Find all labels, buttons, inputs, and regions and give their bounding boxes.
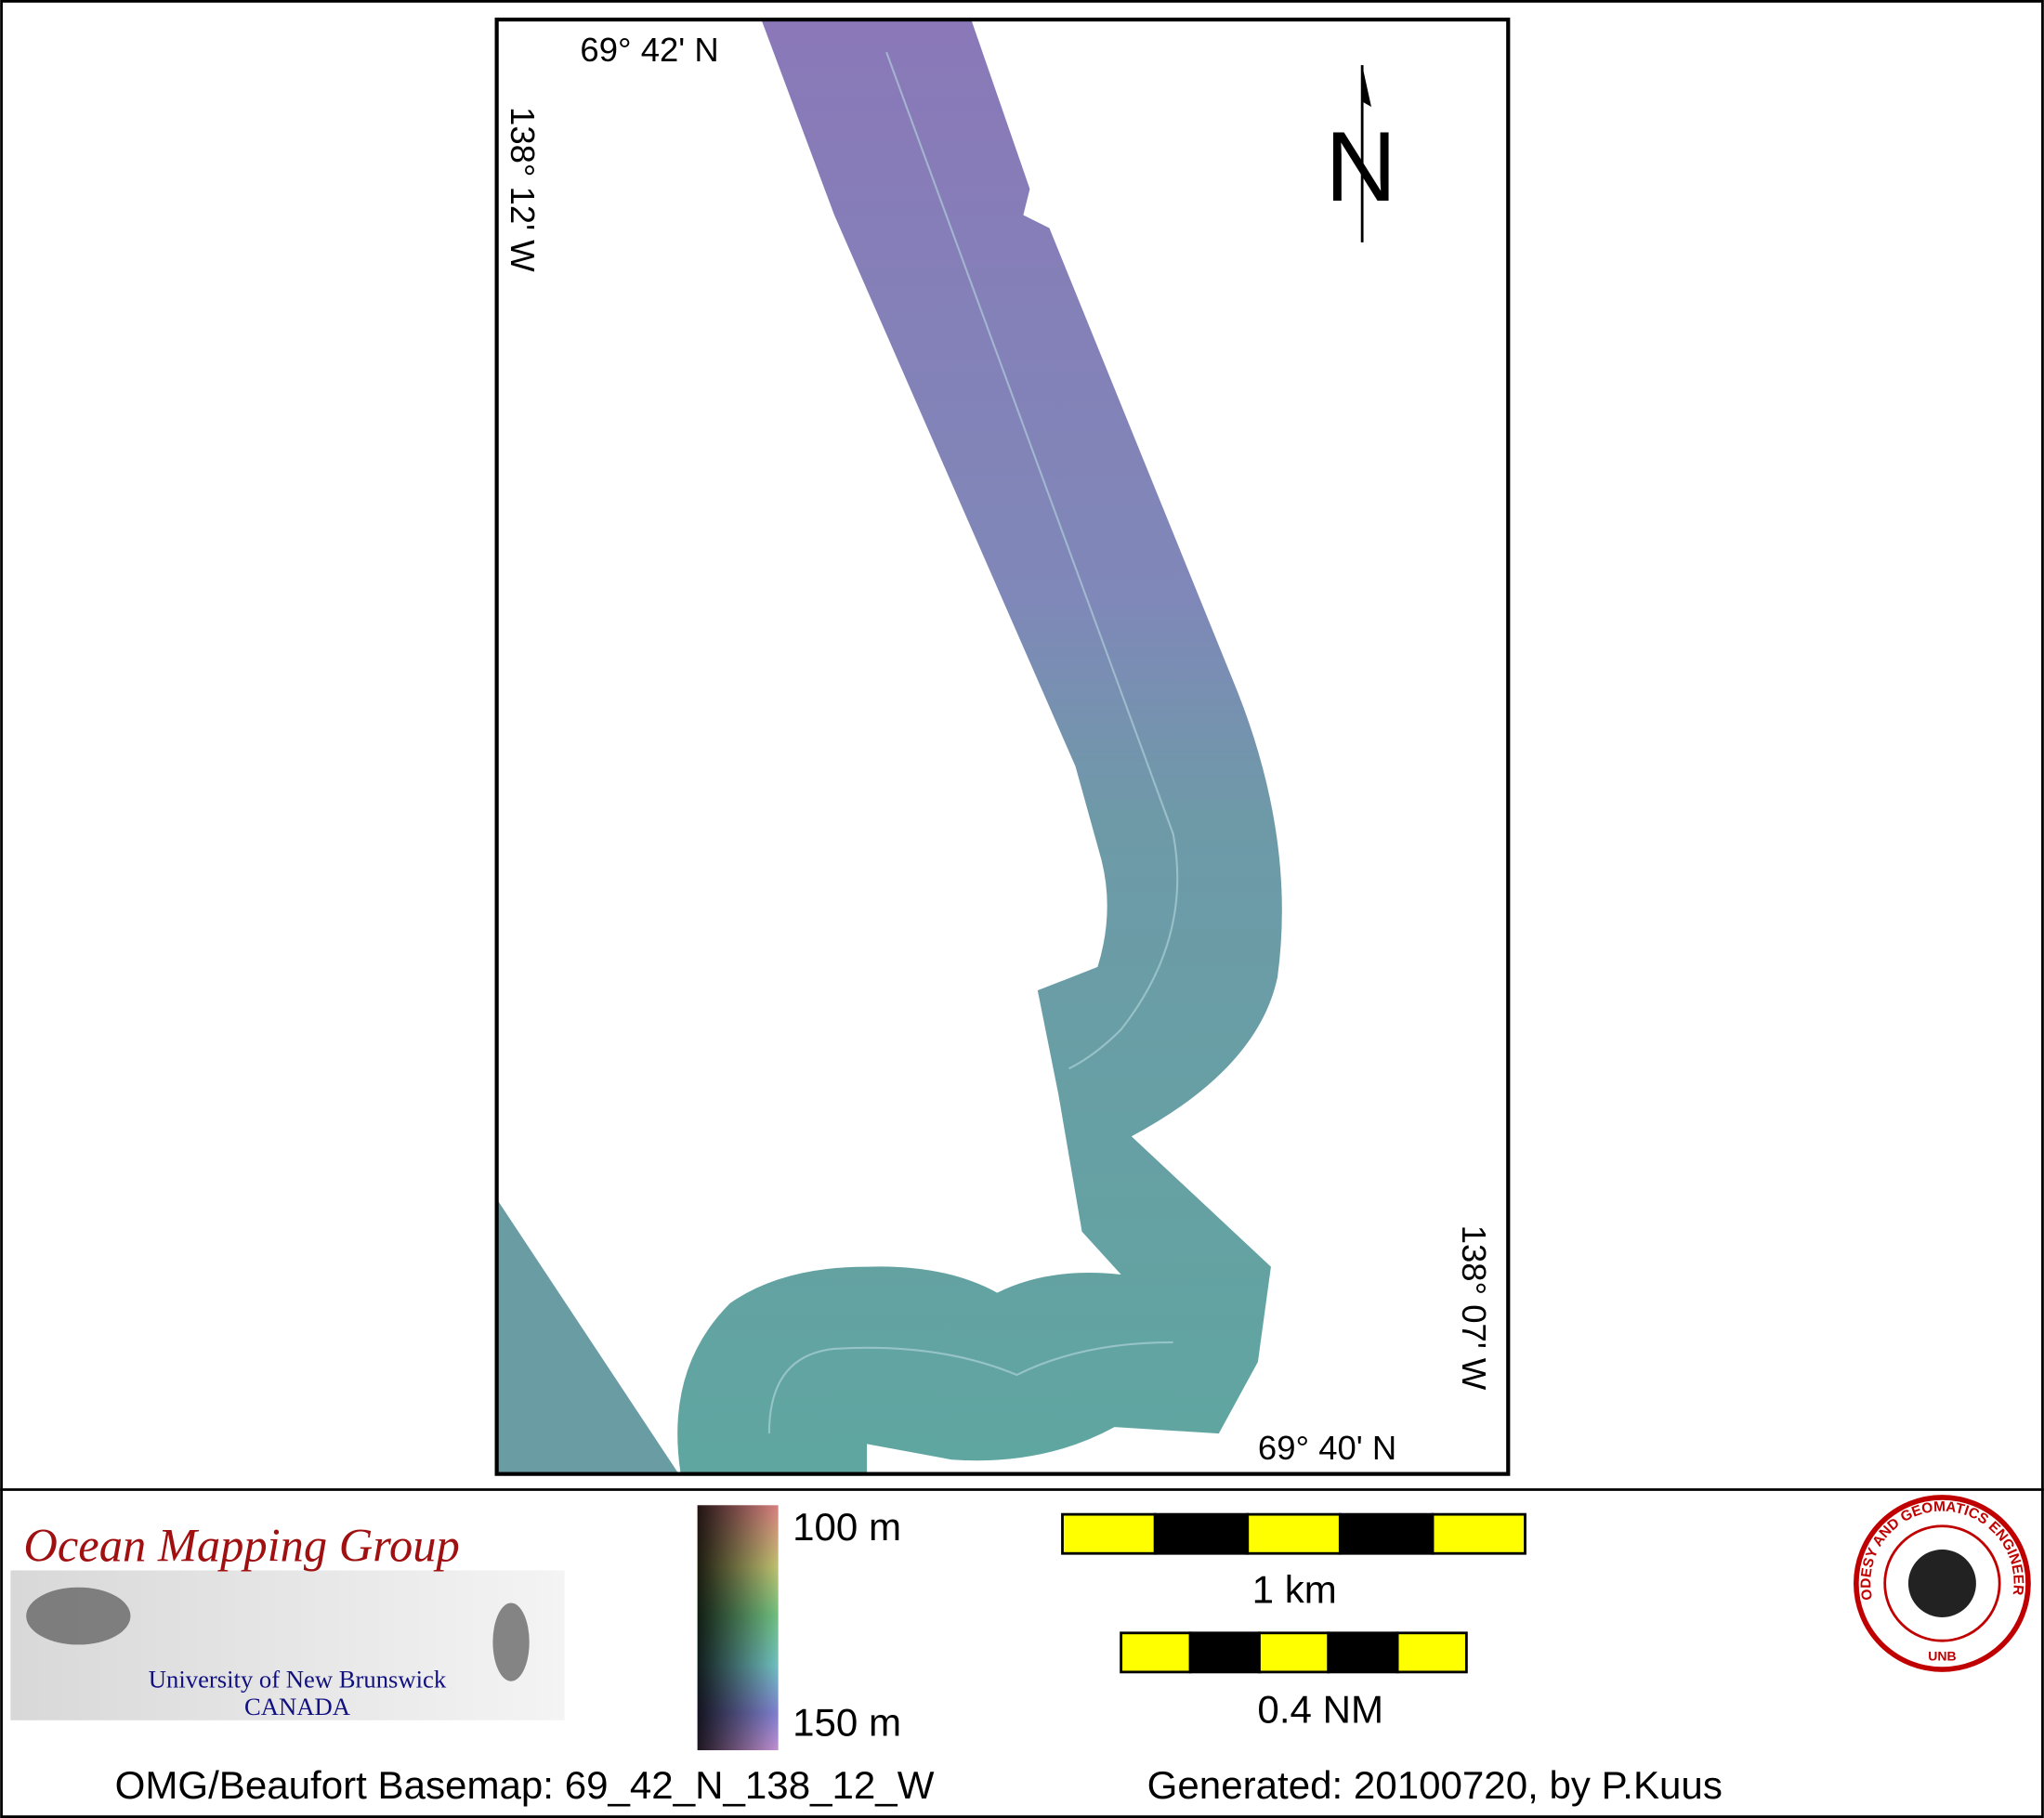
frame-border xyxy=(494,17,1511,1476)
scale-segment xyxy=(1120,1631,1192,1674)
swath xyxy=(677,20,1282,1473)
scale-segment xyxy=(1061,1512,1157,1555)
footer-left: OMG/Beaufort Basemap: 69_42_N_138_12_W xyxy=(115,1763,935,1807)
scale-label: 1 km xyxy=(1252,1568,1337,1612)
depth-bottom: 150 m xyxy=(793,1701,901,1745)
depth-legend: 100 m 150 m xyxy=(697,1505,901,1751)
scale-segment xyxy=(1431,1512,1526,1555)
logo-country: CANADA xyxy=(244,1693,351,1720)
logo-shape xyxy=(26,1587,131,1645)
scale-bars: 1 km 0.4 NM xyxy=(1061,1512,1526,1732)
logo-university: University of New Brunswick xyxy=(149,1666,447,1694)
seal-bottom: UNB xyxy=(1928,1648,1956,1663)
depth-ramp-shade xyxy=(697,1505,779,1751)
left-lon: 138° 12' W xyxy=(504,107,542,272)
scale-segment xyxy=(1257,1631,1330,1674)
scale-segment xyxy=(1338,1512,1435,1555)
north-label: N xyxy=(1325,111,1396,222)
footer-right: Generated: 20100720, by P.Kuus xyxy=(1147,1763,1723,1807)
scale-segment xyxy=(1395,1631,1468,1674)
right-lon: 138° 07' W xyxy=(1455,1225,1493,1391)
scale-segment xyxy=(1153,1512,1250,1555)
logo-shape xyxy=(492,1602,530,1681)
scale-label: 0.4 NM xyxy=(1257,1688,1383,1732)
omg-logo: Ocean Mapping Group University of New Br… xyxy=(10,1520,565,1720)
scale-segment xyxy=(1246,1512,1342,1555)
channel-track xyxy=(767,51,1179,1434)
bottom-lat: 69° 40' N xyxy=(1258,1429,1396,1467)
scale-segment xyxy=(1327,1631,1399,1674)
scale-segment xyxy=(1188,1631,1261,1674)
seal-globe xyxy=(1907,1550,1976,1617)
logo-title: Ocean Mapping Group xyxy=(23,1520,459,1572)
top-lat: 69° 42' N xyxy=(580,31,718,69)
depth-top: 100 m xyxy=(793,1505,901,1549)
